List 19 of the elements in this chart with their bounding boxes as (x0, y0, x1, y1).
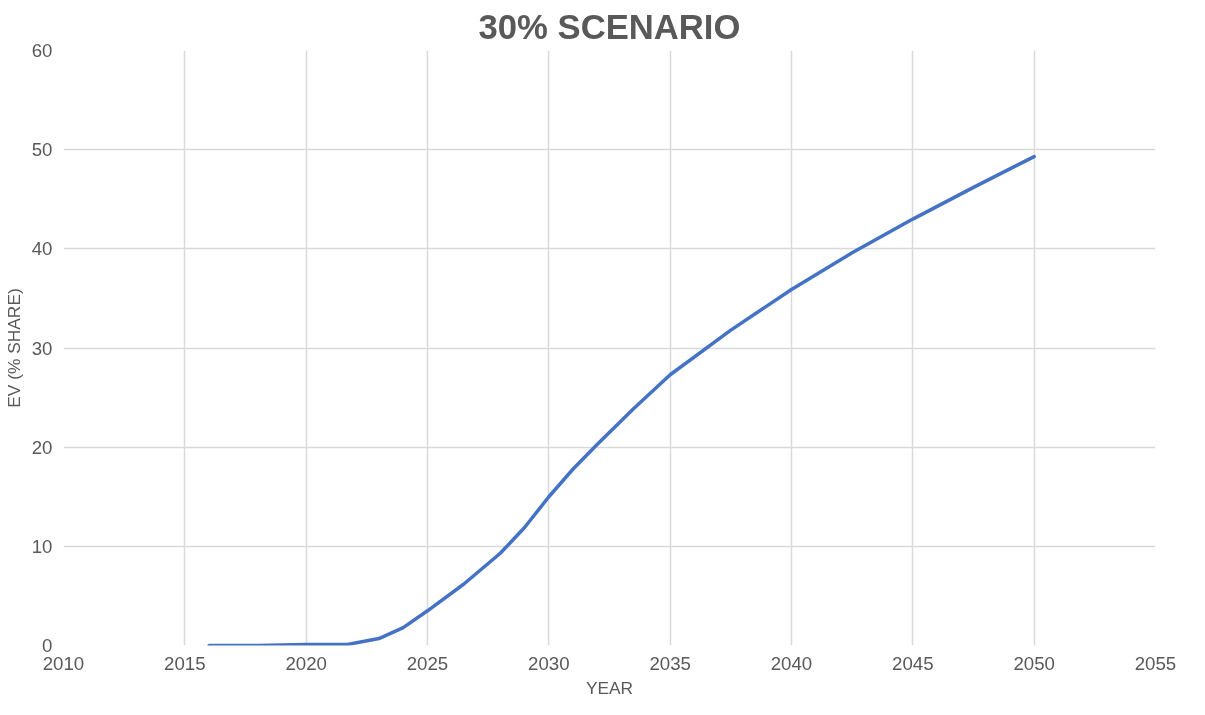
x-tick-label: 2055 (1134, 652, 1177, 674)
x-tick-label: 2040 (770, 652, 813, 674)
x-tick-label: 2035 (649, 652, 691, 674)
x-tick-label: 2030 (528, 652, 570, 674)
chart-title: 30% SCENARIO (478, 7, 741, 46)
x-tick-label: 2020 (285, 652, 327, 674)
y-tick-label: 30 (31, 337, 53, 359)
x-tick-label: 2025 (406, 652, 449, 674)
x-tick-label: 2045 (892, 652, 934, 674)
x-tick-label: 2050 (1013, 652, 1055, 674)
y-tick-label: 10 (31, 535, 53, 557)
y-axis-title: EV (% SHARE) (3, 288, 24, 408)
line-series (207, 154, 1036, 646)
y-tick-label: 20 (31, 436, 53, 458)
x-axis-title: YEAR (585, 677, 634, 698)
y-tick-label: 50 (31, 139, 53, 161)
y-tick-label: 60 (31, 40, 53, 61)
y-tick-label: 40 (31, 238, 53, 260)
x-tick-label: 2015 (164, 652, 206, 674)
